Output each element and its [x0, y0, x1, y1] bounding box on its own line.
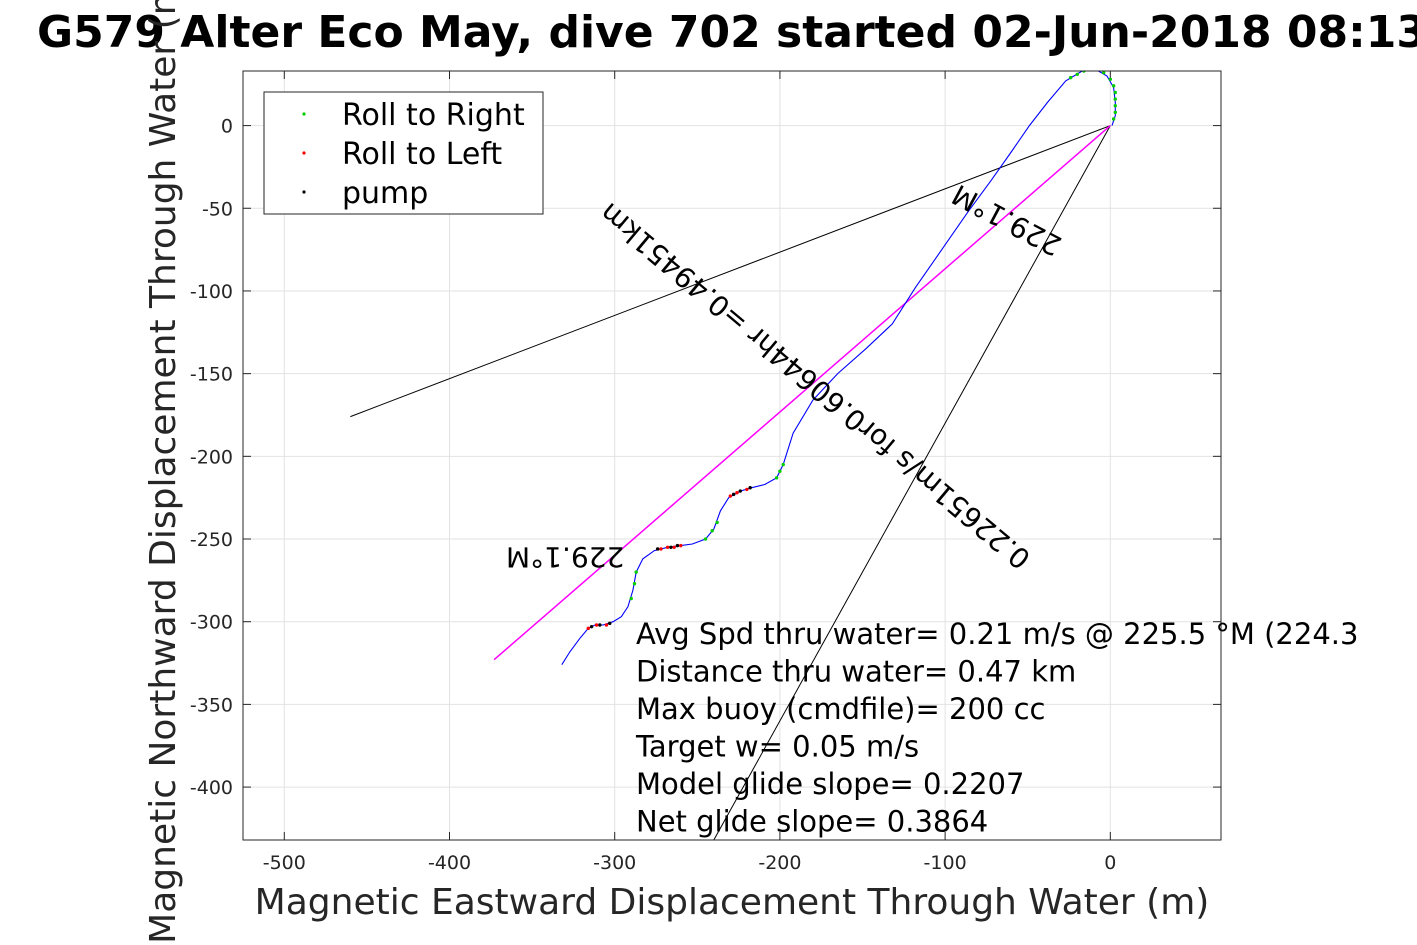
roll-right-point [629, 596, 633, 601]
roll-right-point [1113, 90, 1117, 95]
x-tick-label: -500 [263, 852, 306, 874]
roll-left-point [604, 623, 609, 627]
roll-right-point [634, 570, 638, 574]
y-tick-label: -100 [190, 281, 233, 303]
reference-line [350, 125, 1111, 418]
roll-right-point [1111, 117, 1116, 121]
roll-left-point [659, 547, 663, 551]
legend-marker-pump [302, 190, 306, 194]
stats-line: Avg Spd thru water= 0.21 m/s @ 225.5 °M … [636, 617, 1358, 651]
legend: Roll to Right Roll to Left pump [263, 91, 544, 215]
reference-line [713, 125, 1111, 840]
glider-track-line [561, 71, 1116, 665]
stats-line: Target w= 0.05 m/s [635, 730, 919, 764]
stats-line: Model glide slope= 0.2207 [636, 767, 1024, 801]
data-layer [350, 71, 1117, 840]
roll-right-point [1113, 110, 1117, 115]
legend-marker-roll-left [302, 151, 306, 155]
roll-right-point [710, 529, 714, 533]
x-tick-label: 0 [1104, 852, 1116, 874]
legend-label-pump: pump [342, 176, 428, 211]
y-axis-ticks: -400 -350 -300 -250 -200 -150 -100 -50 0 [190, 116, 1221, 799]
legend-marker-roll-right [302, 112, 306, 116]
roll-right-point [1108, 77, 1113, 81]
roll-left-point [728, 494, 733, 498]
roll-right-point [715, 520, 719, 525]
axes-box [242, 70, 1222, 841]
roll-left-point [735, 491, 739, 495]
roll-left-point [745, 487, 749, 492]
pump-point [738, 489, 742, 493]
stats-line: Distance thru water= 0.47 km [636, 655, 1076, 689]
roll-right-point [703, 537, 708, 541]
x-tick-label: -200 [758, 852, 801, 874]
pump-point [655, 547, 660, 551]
y-tick-label: -50 [202, 198, 233, 220]
pump-point [675, 543, 680, 548]
roll-right-point [1111, 84, 1116, 88]
roll-right-point [781, 462, 785, 467]
y-tick-label: -150 [190, 364, 233, 386]
x-axis-ticks: -500 -400 -300 -200 -100 0 [263, 71, 1116, 874]
x-axis-label: Magnetic Eastward Displacement Through W… [255, 882, 1210, 923]
y-axis-label: Magnetic Northward Displacement Through … [143, 0, 184, 944]
y-tick-label: -250 [190, 529, 233, 551]
y-tick-label: -200 [190, 446, 233, 468]
grid-lines [243, 71, 1221, 840]
pump-point [731, 492, 736, 497]
pump-point [598, 623, 602, 627]
roll-right-point [1113, 104, 1117, 108]
stats-text-block: Avg Spd thru water= 0.21 m/s @ 225.5 °M … [635, 617, 1358, 839]
y-tick-label: -400 [190, 777, 233, 799]
roll-right-point [1102, 71, 1106, 75]
x-tick-label: -300 [593, 852, 636, 874]
roll-left-point [679, 543, 683, 548]
x-tick-label: -100 [924, 852, 967, 874]
roll-left-point [665, 545, 670, 549]
roll-right-point [1075, 72, 1079, 77]
roll-left-point [672, 545, 676, 549]
mean-heading-line [493, 125, 1111, 661]
stats-line: Net glide slope= 0.3864 [636, 805, 988, 839]
legend-label-roll-left: Roll to Left [342, 137, 502, 172]
pump-point [589, 624, 594, 629]
roll-right-point [1068, 75, 1073, 80]
y-tick-label: -300 [190, 612, 233, 634]
pump-point [748, 486, 752, 490]
stats-line: Max buoy (cmdfile)= 200 cc [636, 692, 1045, 726]
legend-box [263, 91, 544, 215]
track-annotation: 229.1°M [506, 540, 624, 573]
roll-right-point [778, 469, 782, 473]
roll-right-point [632, 581, 637, 586]
roll-right-point [1113, 97, 1117, 101]
x-tick-label: -400 [428, 852, 471, 874]
legend-label-roll-right: Roll to Right [342, 98, 525, 133]
pump-point [608, 621, 612, 626]
roll-right-point [774, 476, 779, 480]
chart-title: G579 Alter Eco May, dive 702 started 02-… [37, 7, 1417, 58]
y-tick-label: -350 [190, 694, 233, 716]
pump-point [669, 545, 673, 549]
y-tick-label: 0 [221, 116, 233, 138]
roll-left-point [594, 623, 599, 627]
roll-left-point [586, 626, 590, 631]
